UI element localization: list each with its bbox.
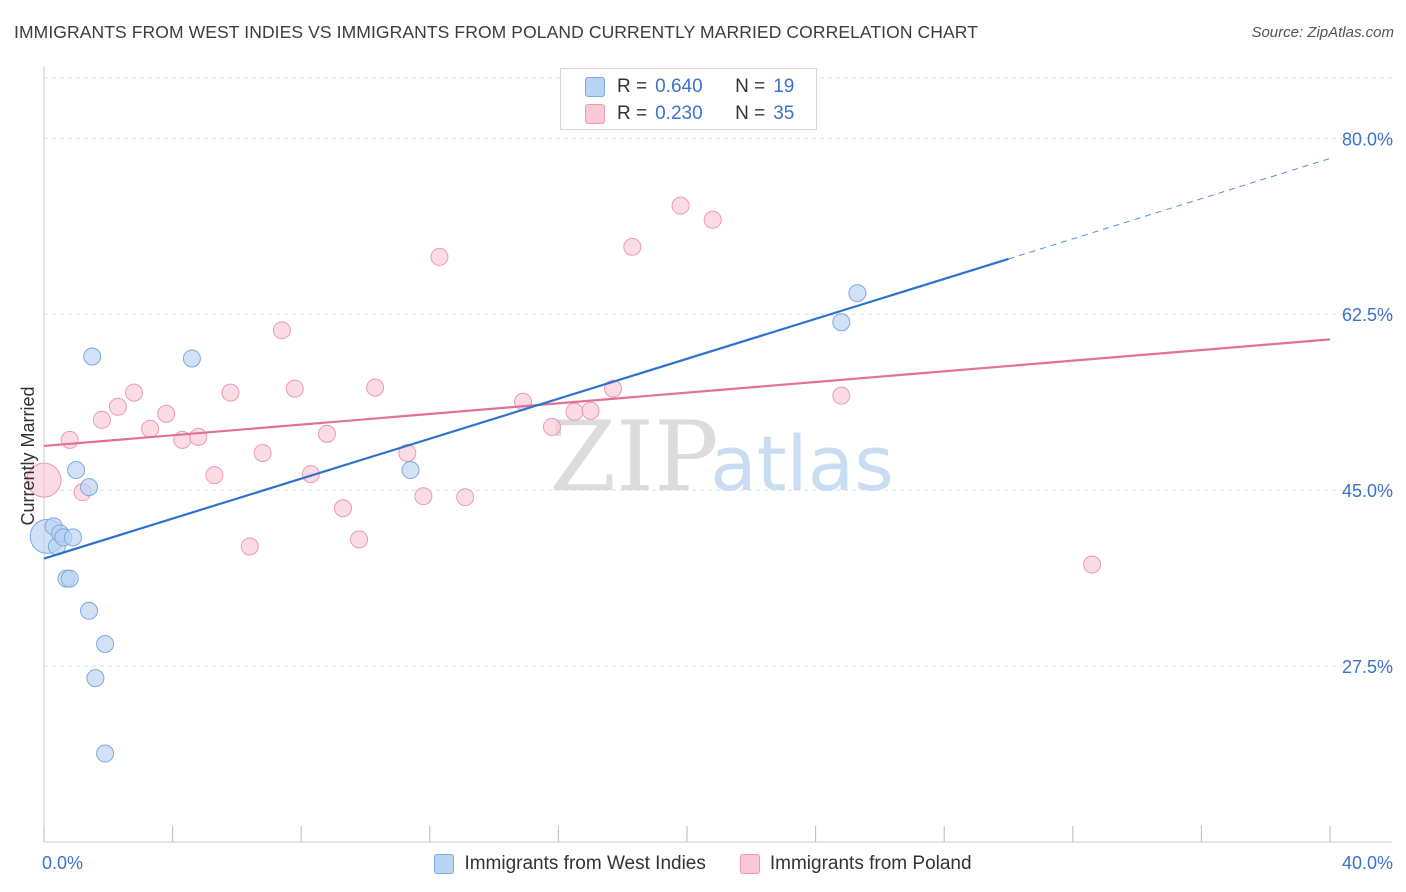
data-point (86, 669, 105, 688)
trendline-poland (43, 338, 1331, 448)
data-point (92, 410, 111, 429)
data-point (581, 401, 600, 420)
data-point (125, 383, 144, 402)
data-point (848, 284, 867, 303)
gridlines (44, 77, 1392, 667)
swatch-west-indies (585, 77, 605, 97)
axes (43, 66, 1392, 843)
data-point (317, 424, 336, 443)
tick-labels: 27.5% 45.0% 62.5% 80.0% 0.0% 40.0% (42, 129, 1393, 873)
r-label: R = (617, 76, 648, 97)
data-point (703, 210, 722, 229)
x-tick-label-max: 40.0% (1342, 853, 1393, 873)
chart-title: IMMIGRANTS FROM WEST INDIES VS IMMIGRANT… (14, 22, 979, 42)
data-point (456, 488, 475, 507)
series-west-indies-points (29, 284, 867, 763)
r-value: 0.230 (655, 103, 703, 124)
legend-label-west-indies: Immigrants from West Indies (464, 853, 706, 874)
r-value: 0.640 (655, 76, 703, 97)
data-point (272, 321, 291, 340)
data-point (565, 402, 584, 421)
data-point (108, 397, 127, 416)
x-tick-label-min: 0.0% (42, 853, 83, 873)
data-point (253, 443, 272, 462)
legend-item-west-indies[interactable]: Immigrants from West Indies (434, 853, 706, 875)
legend-swatch-poland (739, 854, 760, 874)
data-point (26, 462, 62, 498)
data-point (96, 634, 115, 653)
data-point (430, 247, 449, 266)
data-point (63, 528, 82, 547)
data-point (832, 386, 851, 405)
y-tick-label: 45.0% (1342, 481, 1393, 501)
legend-label-poland: Immigrants from Poland (769, 853, 972, 874)
stats-row-west-indies: R = 0.640 N = 19 (585, 74, 794, 100)
data-point (60, 569, 79, 588)
n-value: 35 (773, 103, 795, 124)
data-point (221, 383, 240, 402)
data-point (604, 379, 623, 398)
n-value: 19 (773, 76, 795, 97)
data-point (80, 478, 99, 497)
stats-legend: R = 0.640 N = 19 R = 0.230 N = 35 (560, 68, 817, 130)
y-axis-label: Currently Married (18, 386, 38, 525)
data-point (414, 487, 433, 506)
legend-item-poland[interactable]: Immigrants from Poland (739, 853, 972, 875)
swatch-poland (585, 104, 605, 124)
y-tick-label: 80.0% (1342, 129, 1393, 149)
data-point (189, 427, 208, 446)
data-point (623, 237, 642, 256)
data-point (401, 461, 420, 480)
r-label: R = (617, 103, 648, 124)
data-point (671, 196, 690, 215)
y-tick-label: 27.5% (1342, 657, 1393, 677)
data-point (83, 347, 102, 366)
data-point (182, 349, 201, 368)
data-point (67, 461, 86, 480)
data-point (60, 430, 79, 449)
n-label: N = (735, 103, 766, 124)
data-point (1083, 555, 1102, 574)
data-point (96, 744, 115, 763)
data-point (80, 601, 99, 620)
n-label: N = (735, 76, 766, 97)
data-point (542, 417, 561, 436)
y-tick-label: 62.5% (1342, 305, 1393, 325)
data-point (350, 530, 369, 549)
data-point (157, 404, 176, 423)
legend-swatch-west-indies (434, 854, 455, 874)
data-point (141, 419, 160, 438)
trendlines (43, 157, 1331, 560)
source-label: Source: ZipAtlas.com (1251, 24, 1394, 41)
data-point (398, 443, 417, 462)
data-point (205, 466, 224, 485)
watermark: ZIP atlas (549, 401, 893, 513)
series-legend: Immigrants from West Indies Immigrants f… (0, 851, 1406, 877)
data-point (832, 313, 851, 332)
trendline-west-indies-extension (1008, 157, 1331, 260)
data-point (366, 378, 385, 397)
data-point (240, 537, 259, 556)
watermark-atlas: atlas (710, 419, 894, 508)
stats-row-poland: R = 0.230 N = 35 (585, 101, 794, 127)
data-point (333, 499, 352, 518)
series-poland-points (26, 196, 1102, 574)
data-point (285, 379, 304, 398)
trendline-west-indies (43, 257, 1009, 560)
